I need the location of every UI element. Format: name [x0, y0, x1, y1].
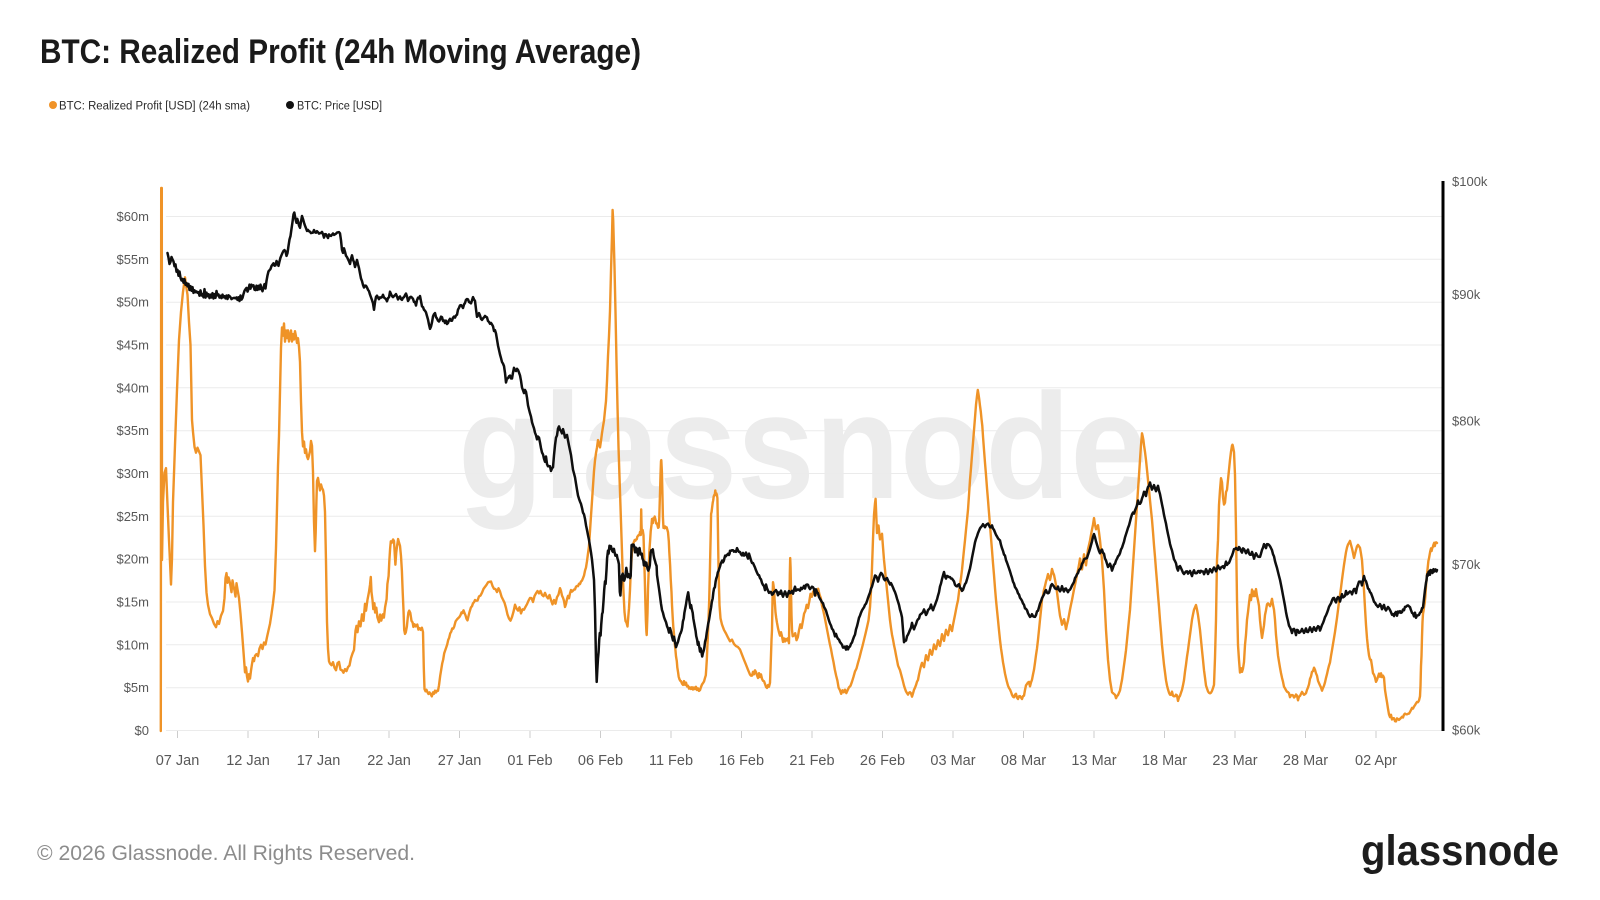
svg-text:$55m: $55m — [116, 252, 149, 267]
svg-text:$15m: $15m — [116, 595, 149, 610]
svg-text:glassnode: glassnode — [1361, 827, 1559, 875]
svg-text:07 Jan: 07 Jan — [156, 753, 200, 769]
svg-text:06 Feb: 06 Feb — [578, 753, 623, 769]
svg-text:01 Feb: 01 Feb — [507, 753, 552, 769]
svg-text:$60k: $60k — [1452, 723, 1481, 738]
svg-text:$20m: $20m — [116, 552, 149, 567]
svg-text:$40m: $40m — [116, 380, 149, 395]
svg-text:$45m: $45m — [116, 338, 149, 353]
svg-text:$10m: $10m — [116, 637, 149, 652]
svg-text:13 Mar: 13 Mar — [1071, 753, 1116, 769]
svg-text:22 Jan: 22 Jan — [367, 753, 411, 769]
svg-text:$80k: $80k — [1452, 414, 1481, 429]
svg-text:BTC: Price [USD]: BTC: Price [USD] — [297, 101, 382, 113]
svg-text:$30m: $30m — [116, 466, 149, 481]
svg-text:03 Mar: 03 Mar — [930, 753, 975, 769]
svg-text:18 Mar: 18 Mar — [1142, 753, 1187, 769]
svg-text:$60m: $60m — [116, 209, 149, 224]
svg-text:23 Mar: 23 Mar — [1212, 753, 1257, 769]
svg-text:28 Mar: 28 Mar — [1283, 753, 1328, 769]
svg-text:$90k: $90k — [1452, 287, 1481, 302]
svg-text:BTC: Realized Profit [USD] (24: BTC: Realized Profit [USD] (24h sma) — [59, 101, 250, 113]
svg-text:$0: $0 — [135, 723, 149, 738]
svg-text:glassnode: glassnode — [458, 362, 1148, 530]
svg-text:BTC: Realized Profit (24h Movi: BTC: Realized Profit (24h Moving Average… — [40, 33, 641, 71]
svg-text:02 Apr: 02 Apr — [1355, 753, 1397, 769]
svg-text:12 Jan: 12 Jan — [226, 753, 270, 769]
svg-text:26 Feb: 26 Feb — [860, 753, 905, 769]
svg-text:11 Feb: 11 Feb — [649, 753, 693, 769]
svg-text:$35m: $35m — [116, 423, 149, 438]
svg-text:$5m: $5m — [124, 680, 149, 695]
svg-text:08 Mar: 08 Mar — [1001, 753, 1046, 769]
svg-text:27 Jan: 27 Jan — [438, 753, 482, 769]
svg-text:17 Jan: 17 Jan — [297, 753, 341, 769]
svg-text:16 Feb: 16 Feb — [719, 753, 764, 769]
svg-text:© 2026 Glassnode. All Rights R: © 2026 Glassnode. All Rights Reserved. — [37, 841, 415, 865]
svg-text:$50m: $50m — [116, 295, 149, 310]
svg-text:$25m: $25m — [116, 509, 149, 524]
svg-text:21 Feb: 21 Feb — [789, 753, 834, 769]
svg-text:$100k: $100k — [1452, 174, 1488, 189]
svg-text:$70k: $70k — [1452, 557, 1481, 572]
